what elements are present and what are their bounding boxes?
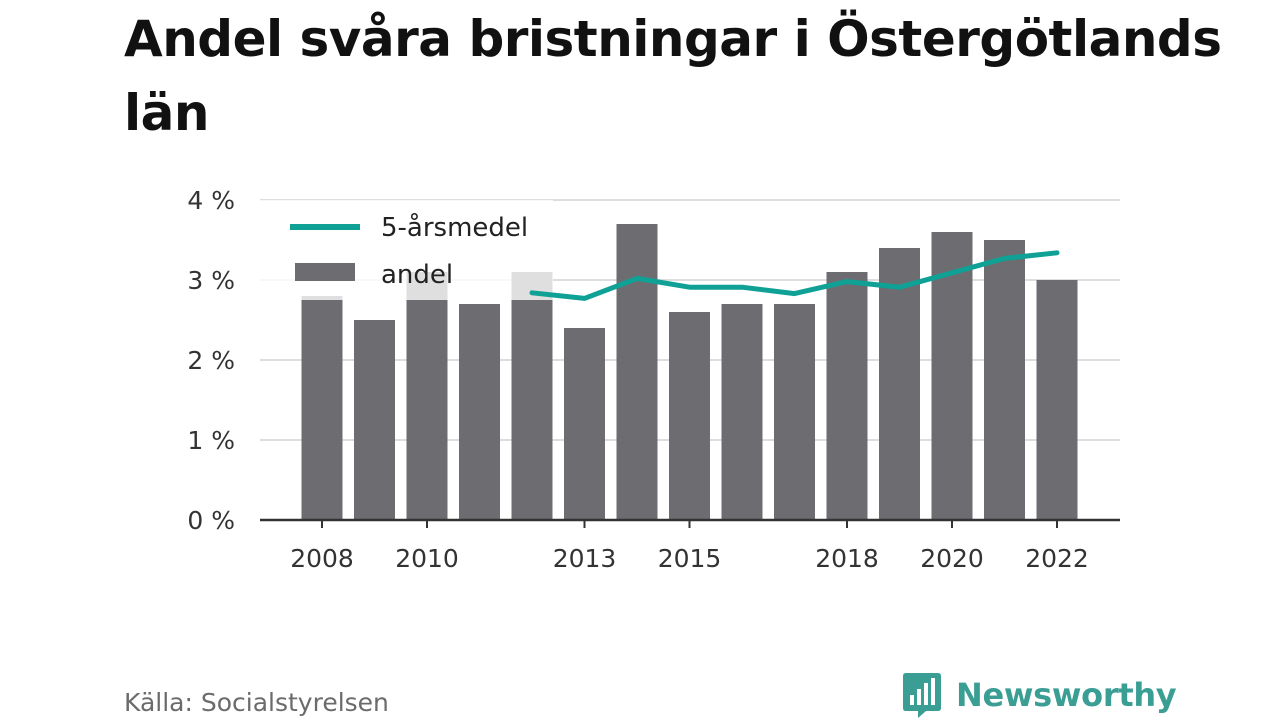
x-tick-label: 2018 — [815, 544, 879, 573]
chart-title: Andel svåra bristningar i Östergötlands … — [124, 10, 1222, 142]
legend-label-average: 5-årsmedel — [381, 212, 528, 243]
y-tick-label: 3 % — [187, 266, 235, 295]
line-series — [529, 250, 1060, 301]
average-line — [529, 250, 1060, 301]
bar — [984, 240, 1025, 520]
y-tick-label: 2 % — [187, 346, 235, 375]
y-tick-label: 1 % — [187, 426, 235, 455]
bar — [459, 304, 500, 520]
source-label: Källa: Socialstyrelsen — [124, 688, 389, 717]
y-tick-label: 4 % — [187, 186, 235, 215]
newsworthy-logo-icon — [903, 673, 941, 718]
legend-background — [258, 200, 553, 300]
x-tick-label: 2013 — [553, 544, 617, 573]
axes: 0 % 1 % 2 % 3 % 4 % 2008 2010 2013 2015 2018 2020 2… — [187, 186, 1120, 573]
bar — [616, 224, 658, 520]
bar — [669, 312, 710, 520]
bar — [564, 328, 605, 520]
bar — [406, 272, 448, 520]
y-tick-label: 0 % — [187, 506, 235, 535]
x-tick-label: 2010 — [395, 544, 459, 573]
bar — [721, 304, 763, 520]
bar — [774, 304, 815, 520]
bar-series — [301, 224, 1078, 520]
bar — [301, 296, 343, 520]
legend: 5-årsmedel andel — [258, 200, 553, 300]
brand-logo: Newsworthy — [902, 671, 1177, 719]
bar — [354, 320, 395, 520]
brand-name: Newsworthy — [956, 676, 1177, 714]
x-tick-label: 2020 — [920, 544, 984, 573]
x-tick-label: 2008 — [290, 544, 354, 573]
x-tick-label: 2022 — [1025, 544, 1089, 573]
bar — [826, 272, 868, 520]
bar — [1036, 280, 1078, 520]
x-tick-label: 2015 — [658, 544, 722, 573]
bar — [879, 248, 920, 520]
legend-label-share: andel — [381, 260, 453, 290]
legend-bar-swatch — [295, 263, 355, 281]
bar — [511, 272, 553, 520]
bar — [931, 232, 973, 520]
